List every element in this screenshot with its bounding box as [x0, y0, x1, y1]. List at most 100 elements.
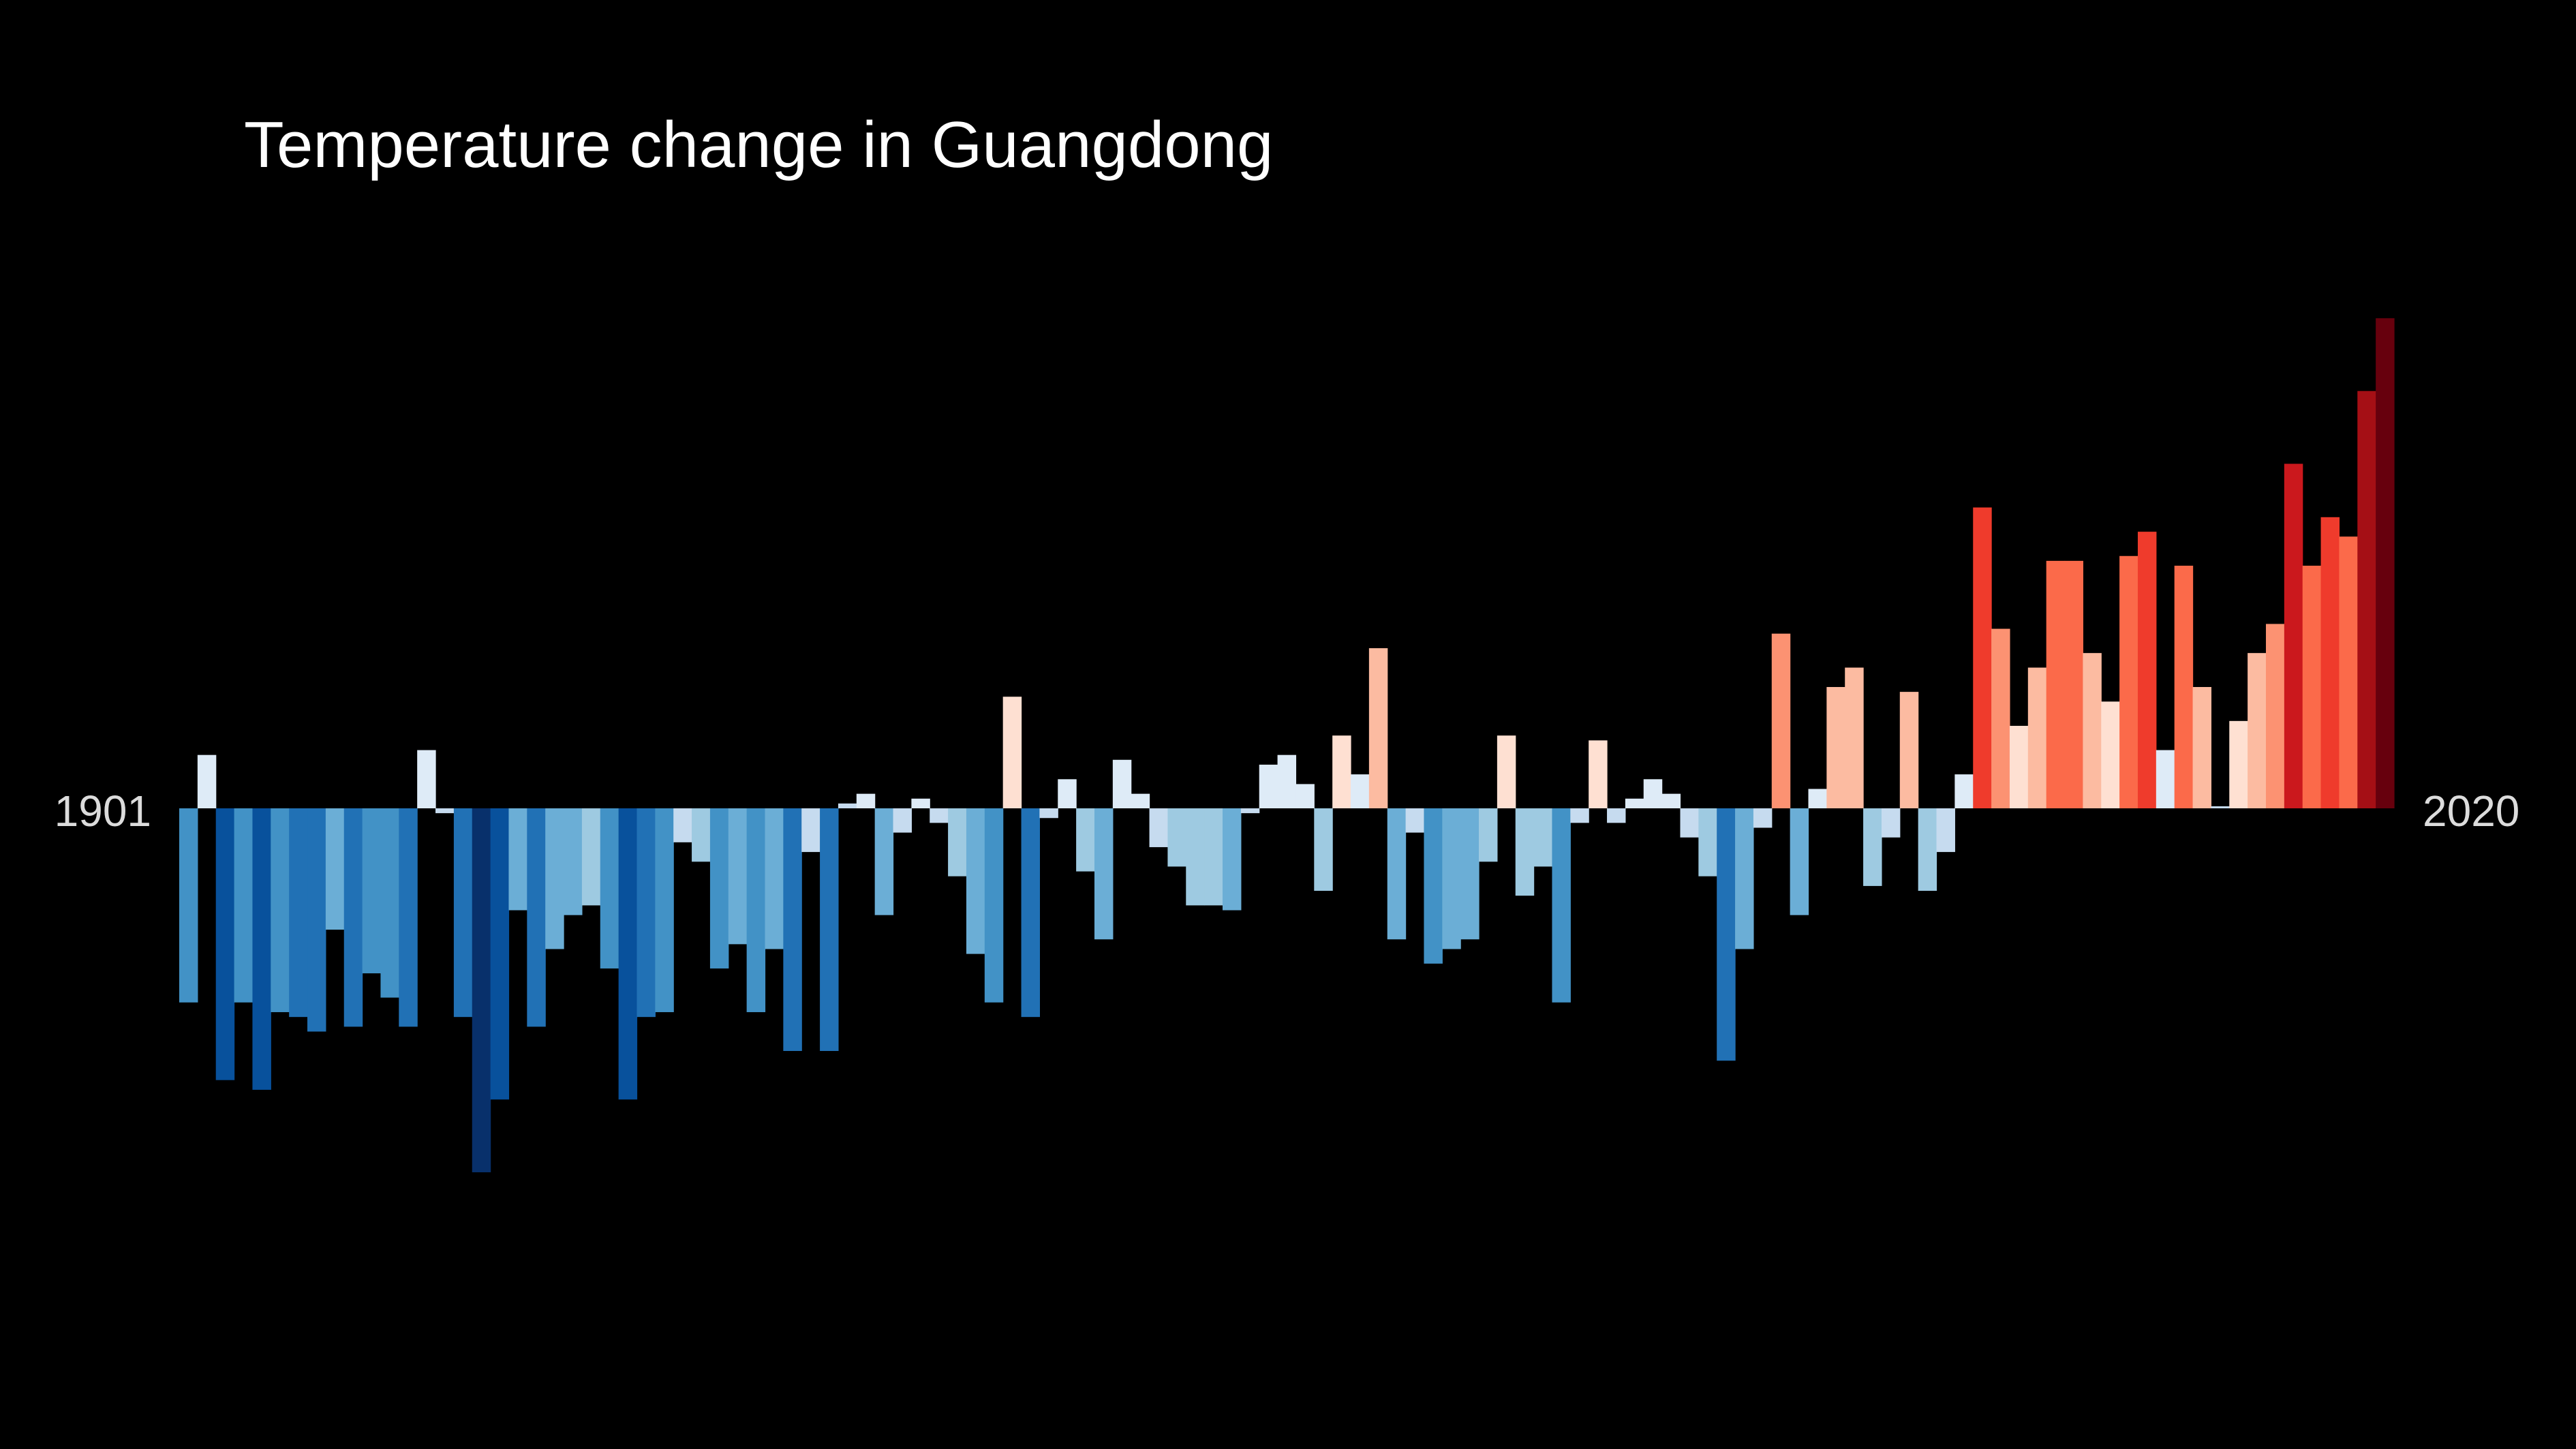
bar-1983: [1680, 808, 1699, 838]
bar-2020: [2357, 391, 2376, 808]
bar-1982: [1661, 793, 1681, 808]
bar-1970: [1442, 808, 1461, 949]
bar-1933: [765, 808, 784, 949]
bar-1902: [197, 754, 217, 808]
bar-1967: [1387, 808, 1407, 940]
bar-1980: [1625, 798, 1644, 808]
bar-1946: [1002, 697, 1022, 808]
bar-1924: [600, 808, 619, 968]
bar-1988: [1771, 633, 1791, 808]
bar-1984: [1698, 808, 1717, 876]
bar-1942: [930, 808, 949, 823]
bar-1981: [1643, 779, 1663, 808]
bar-1918: [490, 808, 510, 1100]
bar-1916: [453, 808, 473, 1018]
bar-2013: [2229, 720, 2248, 808]
bar-1971: [1460, 808, 1479, 940]
bar-1927: [655, 808, 674, 1013]
bar-1959: [1240, 808, 1260, 814]
bar-1943: [948, 808, 967, 876]
bar-1950: [1076, 808, 1095, 872]
bar-1987: [1753, 808, 1773, 828]
bar-1930: [709, 808, 729, 968]
bar-2021: [2376, 318, 2395, 808]
bar-1949: [1058, 779, 1077, 808]
bar-1947: [1021, 808, 1040, 1018]
bar-1958: [1222, 808, 1242, 911]
bar-1904: [234, 808, 254, 1003]
bar-1960: [1259, 764, 1278, 808]
bar-1948: [1039, 808, 1058, 819]
bar-1936: [820, 808, 839, 1051]
bar-1929: [692, 808, 711, 862]
bar-1978: [1589, 740, 1608, 808]
bar-1997: [1936, 808, 1955, 853]
start-year-label: 1901: [55, 787, 151, 836]
chart-title: Temperature change in Guangdong: [244, 108, 1273, 181]
bar-1951: [1094, 808, 1114, 940]
bar-1965: [1351, 774, 1370, 808]
bar-1973: [1497, 735, 1516, 808]
bar-2010: [2174, 566, 2194, 808]
bar-1966: [1368, 648, 1388, 808]
bar-1968: [1405, 808, 1425, 833]
bar-2012: [2211, 806, 2230, 808]
bar-1992: [1845, 667, 1864, 808]
bar-1920: [527, 808, 546, 1027]
bar-1976: [1552, 808, 1571, 1003]
bar-1907: [289, 808, 308, 1018]
bar-1901: [179, 808, 198, 1003]
bar-1937: [838, 803, 857, 808]
bar-1912: [380, 808, 399, 998]
bar-2000: [1991, 628, 2010, 808]
bar-1957: [1204, 808, 1223, 906]
bar-1989: [1790, 808, 1809, 915]
bar-1925: [618, 808, 638, 1100]
bar-group: [179, 318, 2395, 1172]
bar-1934: [783, 808, 802, 1051]
bar-1939: [874, 808, 894, 915]
bar-1961: [1277, 754, 1297, 808]
bar-2007: [2119, 555, 2138, 808]
bar-1972: [1479, 808, 1498, 862]
bar-1919: [508, 808, 527, 911]
bar-1975: [1533, 808, 1553, 867]
bar-1952: [1112, 759, 1132, 808]
bar-2005: [2083, 653, 2102, 808]
bar-1913: [399, 808, 418, 1027]
bar-1990: [1808, 789, 1827, 808]
bar-1922: [564, 808, 583, 915]
bar-2011: [2192, 687, 2212, 808]
bar-1906: [271, 808, 290, 1013]
bar-1963: [1314, 808, 1333, 891]
bar-2015: [2265, 624, 2285, 808]
bar-2008: [2137, 532, 2157, 808]
bar-2006: [2101, 701, 2120, 808]
bar-1935: [801, 808, 821, 853]
bar-1962: [1295, 784, 1315, 808]
bar-1974: [1515, 808, 1535, 896]
bar-1940: [893, 808, 912, 833]
bar-2014: [2248, 653, 2267, 808]
bar-1994: [1881, 808, 1901, 838]
bar-1956: [1186, 808, 1205, 906]
bar-1998: [1954, 774, 1974, 808]
bar-1953: [1131, 793, 1150, 808]
bar-1928: [673, 808, 692, 842]
bar-1945: [984, 808, 1004, 1003]
bar-1996: [1918, 808, 1937, 891]
bar-2003: [2046, 560, 2066, 808]
bar-1938: [856, 793, 876, 808]
bar-1915: [435, 808, 455, 814]
bar-2016: [2284, 463, 2303, 808]
bar-1910: [343, 808, 363, 1027]
bar-2001: [2009, 725, 2029, 808]
bar-1903: [215, 808, 235, 1080]
bar-1908: [307, 808, 326, 1032]
bar-2004: [2064, 560, 2083, 808]
bar-1923: [581, 808, 601, 906]
bar-2002: [2027, 667, 2047, 808]
bar-1926: [637, 808, 656, 1018]
bar-1931: [728, 808, 748, 945]
